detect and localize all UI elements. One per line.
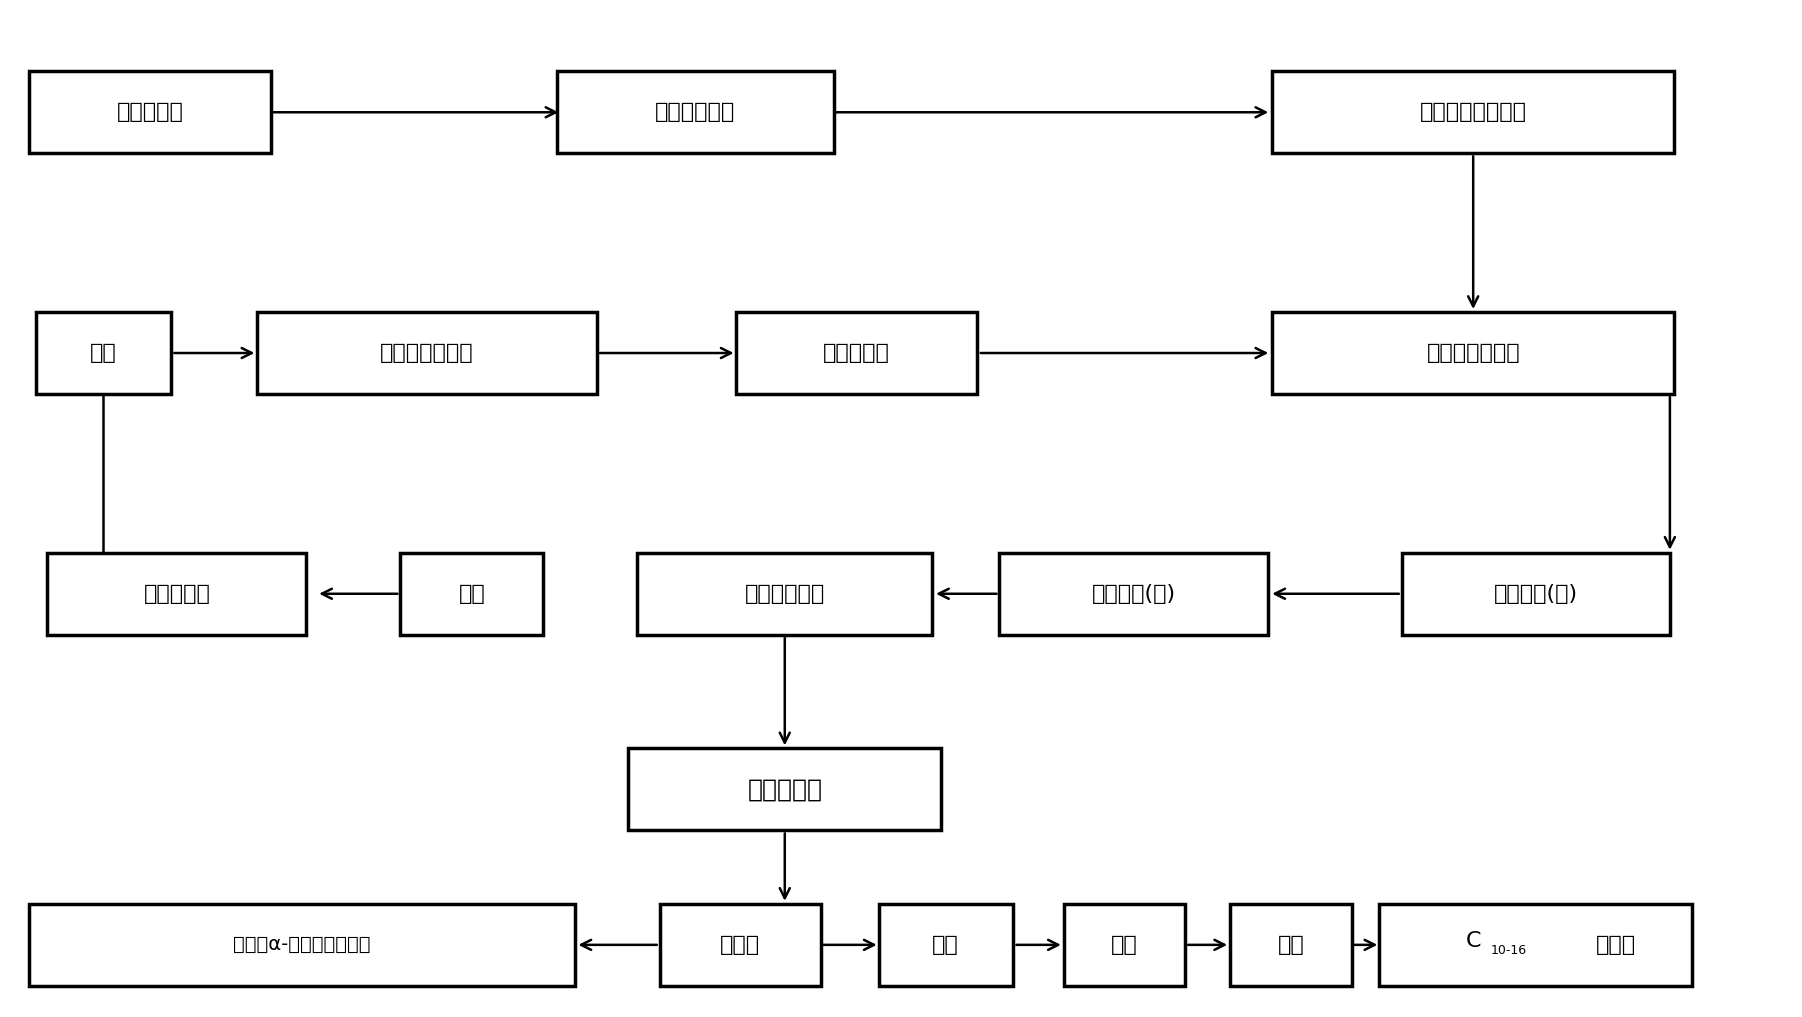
- Text: 高碳烷基铝预热炉: 高碳烷基铝预热炉: [1420, 103, 1526, 122]
- Text: 热交换器(油): 热交换器(油): [1092, 584, 1175, 604]
- Text: 精馏塔: 精馏塔: [721, 935, 760, 955]
- Text: 乙烯预热炉: 乙烯预热炉: [824, 343, 890, 363]
- Text: 残液: 残液: [932, 935, 959, 955]
- Text: 乙烯: 乙烯: [90, 343, 117, 363]
- Text: 双柱塞计量泵: 双柱塞计量泵: [656, 103, 735, 122]
- Text: 水解: 水解: [1278, 935, 1305, 955]
- Bar: [1379, 904, 1692, 985]
- Bar: [29, 71, 270, 154]
- Bar: [1272, 71, 1674, 154]
- Text: C: C: [1465, 931, 1481, 951]
- Bar: [1000, 552, 1267, 635]
- Text: 气体质量流量计: 气体质量流量计: [380, 343, 474, 363]
- Text: 双盘式分离塔: 双盘式分离塔: [744, 584, 825, 604]
- Text: 高碳烷基铝: 高碳烷基铝: [117, 103, 184, 122]
- Bar: [1063, 904, 1186, 985]
- Bar: [1402, 552, 1670, 635]
- Text: 高碳醇: 高碳醇: [1597, 935, 1636, 955]
- Text: 粗产品储罐: 粗产品储罐: [748, 777, 822, 801]
- Bar: [879, 904, 1013, 985]
- Bar: [29, 904, 575, 985]
- Text: 喷雾管式反应器: 喷雾管式反应器: [1427, 343, 1521, 363]
- Text: 循环压缩机: 循环压缩机: [144, 584, 211, 604]
- Bar: [1231, 904, 1352, 985]
- Bar: [36, 312, 171, 395]
- Bar: [47, 552, 306, 635]
- Bar: [638, 552, 932, 635]
- Bar: [1272, 312, 1674, 395]
- Text: 塔顶出α-烯烃；三乙基铝: 塔顶出α-烯烃；三乙基铝: [232, 936, 371, 954]
- Bar: [629, 749, 941, 831]
- Text: 乙烯: 乙烯: [458, 584, 485, 604]
- Text: 氧化: 氧化: [1112, 935, 1137, 955]
- Bar: [400, 552, 544, 635]
- Bar: [735, 312, 977, 395]
- Bar: [660, 904, 820, 985]
- Text: 热交换器(气): 热交换器(气): [1494, 584, 1579, 604]
- Bar: [557, 71, 834, 154]
- Bar: [258, 312, 596, 395]
- Text: 10-16: 10-16: [1490, 945, 1526, 957]
